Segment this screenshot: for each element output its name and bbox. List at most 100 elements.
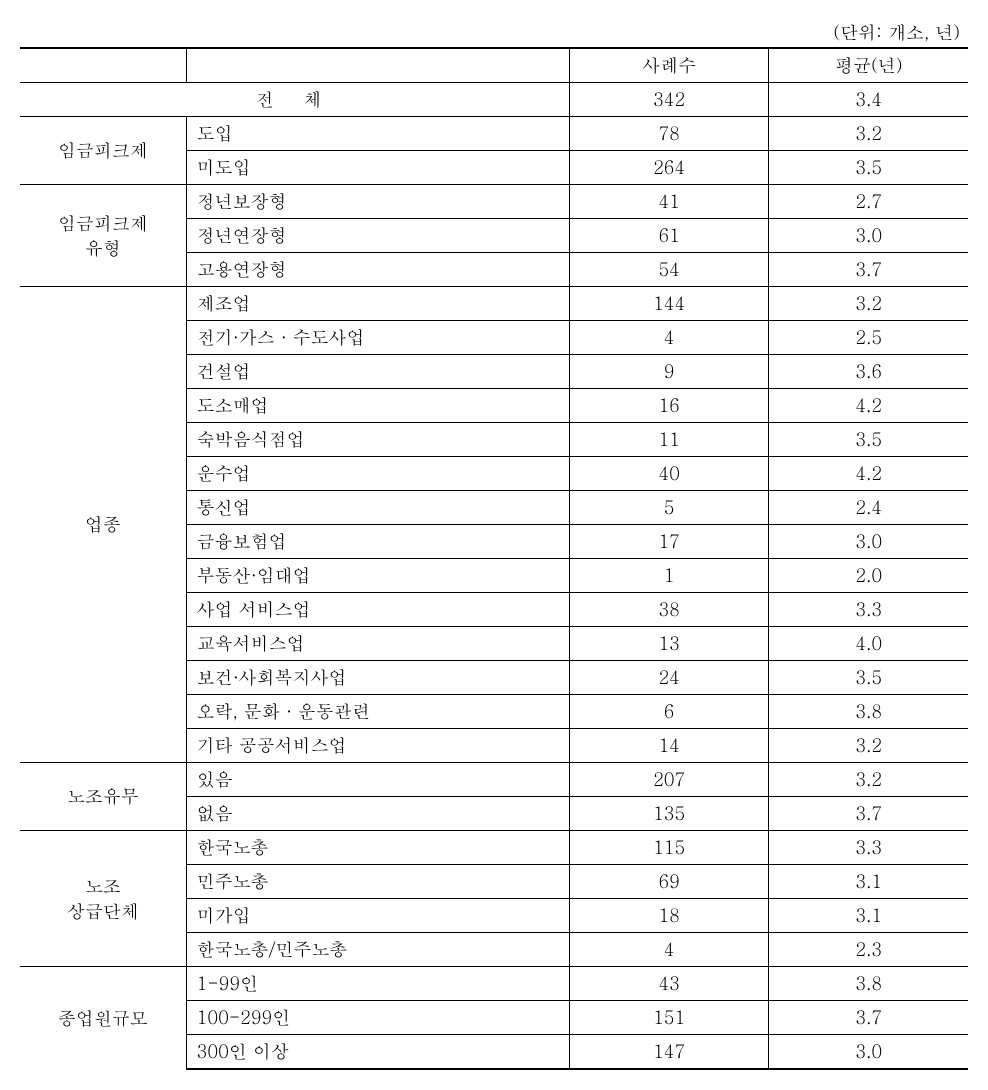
row-label: 제조업 xyxy=(186,287,569,321)
row-count: 147 xyxy=(569,1035,769,1070)
row-count: 69 xyxy=(569,865,769,899)
row-count: 6 xyxy=(569,695,769,729)
header-blank xyxy=(186,48,569,83)
row-count: 207 xyxy=(569,763,769,797)
group-name: 임금피크제유형 xyxy=(20,185,186,287)
row-count: 38 xyxy=(569,593,769,627)
row-avg: 3.5 xyxy=(769,661,968,695)
row-count: 24 xyxy=(569,661,769,695)
row-label: 고용연장형 xyxy=(186,253,569,287)
row-label: 있음 xyxy=(186,763,569,797)
row-label: 운수업 xyxy=(186,457,569,491)
row-count: 264 xyxy=(569,151,769,185)
row-avg: 2.7 xyxy=(769,185,968,219)
row-label: 100-299인 xyxy=(186,1001,569,1035)
row-label: 보건·사회복지사업 xyxy=(186,661,569,695)
row-label: 사업 서비스업 xyxy=(186,593,569,627)
row-count: 13 xyxy=(569,627,769,661)
row-label: 민주노총 xyxy=(186,865,569,899)
row-count: 40 xyxy=(569,457,769,491)
row-avg: 3.8 xyxy=(769,967,968,1001)
row-label: 미가입 xyxy=(186,899,569,933)
row-avg: 3.2 xyxy=(769,287,968,321)
row-avg: 3.1 xyxy=(769,899,968,933)
row-count: 5 xyxy=(569,491,769,525)
header-avg: 평균(년) xyxy=(769,48,968,83)
row-label: 오락, 문화 · 운동관련 xyxy=(186,695,569,729)
header-count: 사례수 xyxy=(569,48,769,83)
group-name: 업종 xyxy=(20,287,186,763)
row-avg: 3.7 xyxy=(769,253,968,287)
row-count: 115 xyxy=(569,831,769,865)
row-avg: 2.3 xyxy=(769,933,968,967)
row-avg: 3.1 xyxy=(769,865,968,899)
row-label: 미도입 xyxy=(186,151,569,185)
table-container: (단위: 개소, 년) 사례수평균(년)전 체3423.4임금피크제도입783.… xyxy=(20,20,968,1070)
row-avg: 3.0 xyxy=(769,1035,968,1070)
total-label: 전 체 xyxy=(20,83,569,117)
row-count: 151 xyxy=(569,1001,769,1035)
row-label: 부동산·임대업 xyxy=(186,559,569,593)
header-blank xyxy=(20,48,186,83)
row-label: 금융보험업 xyxy=(186,525,569,559)
group-name: 노조유무 xyxy=(20,763,186,831)
row-label: 한국노총/민주노총 xyxy=(186,933,569,967)
row-count: 43 xyxy=(569,967,769,1001)
row-count: 17 xyxy=(569,525,769,559)
row-label: 교육서비스업 xyxy=(186,627,569,661)
row-avg: 2.0 xyxy=(769,559,968,593)
row-avg: 3.2 xyxy=(769,763,968,797)
row-count: 14 xyxy=(569,729,769,763)
row-avg: 3.2 xyxy=(769,117,968,151)
row-avg: 4.2 xyxy=(769,457,968,491)
row-label: 도소매업 xyxy=(186,389,569,423)
group-name: 임금피크제 xyxy=(20,117,186,185)
row-avg: 3.0 xyxy=(769,219,968,253)
row-count: 41 xyxy=(569,185,769,219)
row-avg: 2.5 xyxy=(769,321,968,355)
row-label: 정년보장형 xyxy=(186,185,569,219)
row-avg: 4.2 xyxy=(769,389,968,423)
row-count: 135 xyxy=(569,797,769,831)
row-count: 18 xyxy=(569,899,769,933)
row-avg: 2.4 xyxy=(769,491,968,525)
row-avg: 3.3 xyxy=(769,831,968,865)
row-avg: 3.6 xyxy=(769,355,968,389)
row-label: 숙박음식점업 xyxy=(186,423,569,457)
row-label: 1-99인 xyxy=(186,967,569,1001)
group-name: 종업원규모 xyxy=(20,967,186,1070)
row-count: 144 xyxy=(569,287,769,321)
row-avg: 3.7 xyxy=(769,1001,968,1035)
row-avg: 3.8 xyxy=(769,695,968,729)
row-count: 9 xyxy=(569,355,769,389)
row-avg: 3.0 xyxy=(769,525,968,559)
row-label: 300인 이상 xyxy=(186,1035,569,1070)
row-label: 기타 공공서비스업 xyxy=(186,729,569,763)
row-avg: 3.5 xyxy=(769,151,968,185)
row-count: 61 xyxy=(569,219,769,253)
row-count: 16 xyxy=(569,389,769,423)
row-label: 없음 xyxy=(186,797,569,831)
row-label: 도입 xyxy=(186,117,569,151)
row-label: 정년연장형 xyxy=(186,219,569,253)
row-avg: 3.2 xyxy=(769,729,968,763)
row-count: 54 xyxy=(569,253,769,287)
total-avg: 3.4 xyxy=(769,83,968,117)
data-table: 사례수평균(년)전 체3423.4임금피크제도입783.2미도입2643.5임금… xyxy=(20,47,968,1070)
unit-label: (단위: 개소, 년) xyxy=(20,20,968,45)
row-avg: 3.7 xyxy=(769,797,968,831)
row-count: 4 xyxy=(569,933,769,967)
row-label: 건설업 xyxy=(186,355,569,389)
row-label: 전기·가스 · 수도사업 xyxy=(186,321,569,355)
row-label: 통신업 xyxy=(186,491,569,525)
row-count: 11 xyxy=(569,423,769,457)
group-name: 노조상급단체 xyxy=(20,831,186,967)
row-count: 1 xyxy=(569,559,769,593)
row-label: 한국노총 xyxy=(186,831,569,865)
row-count: 78 xyxy=(569,117,769,151)
row-avg: 4.0 xyxy=(769,627,968,661)
row-avg: 3.5 xyxy=(769,423,968,457)
total-count: 342 xyxy=(569,83,769,117)
row-count: 4 xyxy=(569,321,769,355)
row-avg: 3.3 xyxy=(769,593,968,627)
